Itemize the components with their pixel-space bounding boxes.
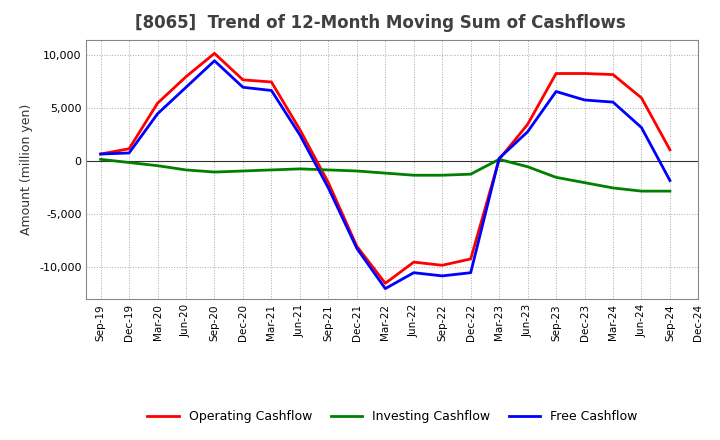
Investing Cashflow [608,185,617,191]
Free Cashflow [552,89,560,94]
Operating Cashflow [210,51,219,56]
Free Cashflow [608,99,617,105]
Operating Cashflow [410,260,418,265]
Investing Cashflow [467,172,475,177]
Line: Free Cashflow: Free Cashflow [101,61,670,289]
Investing Cashflow [96,157,105,162]
Operating Cashflow [552,71,560,76]
Operating Cashflow [125,146,133,151]
Investing Cashflow [637,188,646,194]
Investing Cashflow [523,164,532,169]
Free Cashflow [467,270,475,275]
Free Cashflow [96,151,105,157]
Investing Cashflow [552,175,560,180]
Investing Cashflow [495,157,503,162]
Operating Cashflow [324,180,333,185]
Investing Cashflow [153,163,162,169]
Investing Cashflow [181,167,190,172]
Investing Cashflow [238,169,247,174]
Operating Cashflow [238,77,247,83]
Investing Cashflow [353,169,361,174]
Investing Cashflow [296,166,305,172]
Operating Cashflow [267,79,276,84]
Operating Cashflow [296,127,305,132]
Free Cashflow [210,58,219,63]
Investing Cashflow [580,180,589,185]
Free Cashflow [267,88,276,93]
Free Cashflow [353,246,361,251]
Investing Cashflow [438,172,446,178]
Operating Cashflow [495,157,503,162]
Free Cashflow [181,84,190,90]
Free Cashflow [410,270,418,275]
Operating Cashflow [153,100,162,106]
Investing Cashflow [410,172,418,178]
Investing Cashflow [210,169,219,175]
Line: Operating Cashflow: Operating Cashflow [101,53,670,283]
Operating Cashflow [96,151,105,157]
Operating Cashflow [181,74,190,79]
Line: Investing Cashflow: Investing Cashflow [101,159,670,191]
Operating Cashflow [665,147,674,152]
Investing Cashflow [267,167,276,172]
Operating Cashflow [608,72,617,77]
Free Cashflow [296,132,305,138]
Free Cashflow [438,273,446,279]
Operating Cashflow [353,244,361,249]
Investing Cashflow [665,188,674,194]
Free Cashflow [125,150,133,156]
Investing Cashflow [381,170,390,176]
Operating Cashflow [467,256,475,261]
Free Cashflow [523,129,532,135]
Legend: Operating Cashflow, Investing Cashflow, Free Cashflow: Operating Cashflow, Investing Cashflow, … [143,405,642,428]
Free Cashflow [153,111,162,117]
Free Cashflow [324,185,333,191]
Investing Cashflow [125,160,133,165]
Free Cashflow [665,178,674,183]
Operating Cashflow [381,281,390,286]
Operating Cashflow [637,95,646,100]
Free Cashflow [637,125,646,130]
Investing Cashflow [324,167,333,172]
Operating Cashflow [580,71,589,76]
Free Cashflow [381,286,390,291]
Free Cashflow [238,84,247,90]
Free Cashflow [580,97,589,103]
Operating Cashflow [438,263,446,268]
Text: [8065]  Trend of 12-Month Moving Sum of Cashflows: [8065] Trend of 12-Month Moving Sum of C… [135,15,626,33]
Operating Cashflow [523,122,532,127]
Free Cashflow [495,156,503,161]
Y-axis label: Amount (million yen): Amount (million yen) [20,104,34,235]
